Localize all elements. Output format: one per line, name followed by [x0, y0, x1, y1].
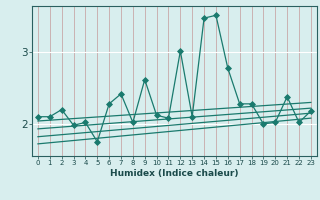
X-axis label: Humidex (Indice chaleur): Humidex (Indice chaleur) — [110, 169, 239, 178]
